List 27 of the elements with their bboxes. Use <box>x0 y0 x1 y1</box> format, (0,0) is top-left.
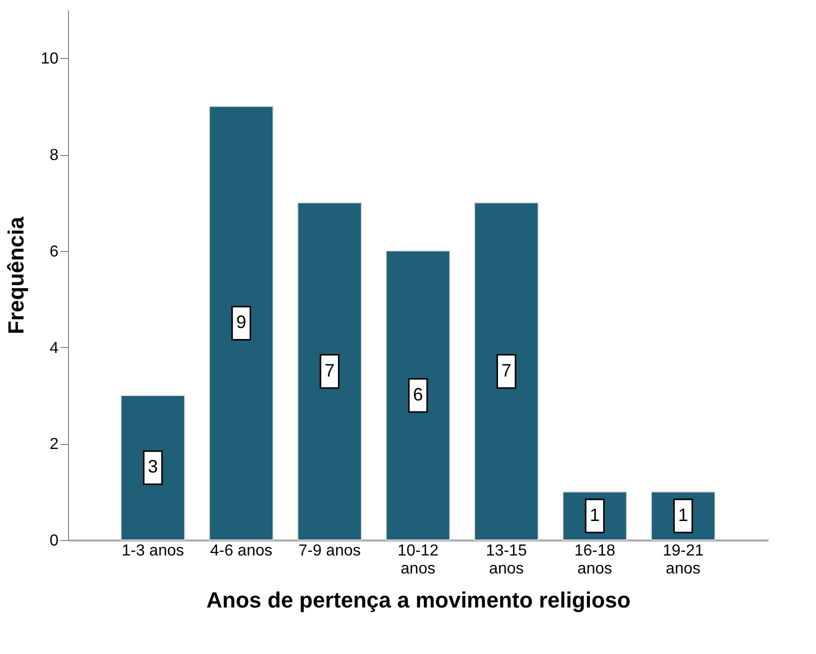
data-label: 6 <box>412 384 424 404</box>
x-axis-title: Anos de pertença a movimento religioso <box>206 588 631 612</box>
data-label: 7 <box>324 360 335 380</box>
x-tick-label: 1-3 anos <box>122 542 184 560</box>
data-label: 1 <box>590 504 600 525</box>
bar <box>208 106 274 540</box>
y-tick-label: 8 <box>50 147 59 164</box>
bar <box>120 394 186 540</box>
x-tick-label: 19-21 anos <box>662 542 704 578</box>
x-tick-label: 10-12 anos <box>398 542 439 578</box>
data-label: 7 <box>501 360 512 380</box>
y-tick-label: 10 <box>40 50 59 68</box>
data-label: 1 <box>678 504 688 525</box>
x-tick-label: 4-6 anos <box>210 542 272 560</box>
y-axis-title: Frequência <box>4 216 29 334</box>
data-label: 9 <box>236 312 246 332</box>
x-tick-label: 7-9 anos <box>298 542 361 560</box>
y-tick-label: 6 <box>50 243 59 260</box>
data-label: 3 <box>148 456 158 477</box>
x-tick-label: 13-15 anos <box>486 542 527 578</box>
bar <box>386 250 450 540</box>
y-tick-label: 2 <box>50 436 59 454</box>
y-tick-label: 0 <box>50 532 59 550</box>
y-tick-label: 4 <box>50 340 59 357</box>
x-tick-label: 16-18 anos <box>574 542 616 578</box>
bar <box>474 202 539 540</box>
bar <box>297 202 362 540</box>
